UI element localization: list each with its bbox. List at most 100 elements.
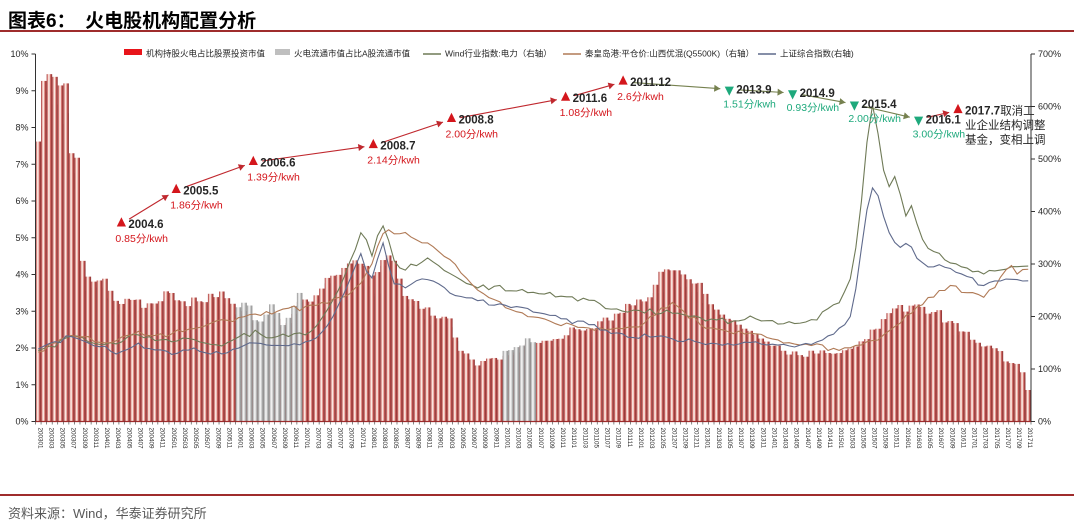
- svg-text:201701: 201701: [971, 428, 978, 450]
- svg-text:201309: 201309: [748, 428, 755, 450]
- svg-text:200901: 200901: [437, 428, 444, 450]
- svg-text:200611: 200611: [292, 428, 299, 449]
- svg-text:200909: 200909: [481, 428, 488, 450]
- svg-text:200911: 200911: [492, 428, 499, 449]
- svg-text:200701: 200701: [303, 428, 310, 450]
- svg-text:9%: 9%: [15, 86, 28, 96]
- svg-text:10%: 10%: [10, 49, 28, 59]
- svg-text:201011: 201011: [559, 428, 566, 449]
- svg-text:3%: 3%: [15, 306, 28, 316]
- svg-text:2.00分/kwh: 2.00分/kwh: [446, 128, 499, 140]
- svg-text:200403: 200403: [114, 428, 121, 450]
- svg-text:100%: 100%: [1038, 364, 1061, 374]
- svg-text:2014.9: 2014.9: [800, 88, 835, 100]
- svg-text:2005.5: 2005.5: [183, 185, 219, 197]
- svg-text:200407: 200407: [136, 428, 143, 450]
- svg-text:1.08分/kwh: 1.08分/kwh: [560, 107, 613, 119]
- svg-text:200903: 200903: [448, 428, 455, 450]
- svg-text:200307: 200307: [70, 428, 77, 450]
- svg-text:201411: 201411: [826, 428, 833, 449]
- svg-text:2004.6: 2004.6: [128, 219, 163, 231]
- svg-text:0.85分/kwh: 0.85分/kwh: [115, 233, 168, 245]
- svg-text:8%: 8%: [15, 123, 28, 133]
- svg-text:2013.9: 2013.9: [736, 84, 771, 96]
- svg-text:秦皇岛港:平仓价:山西优混(Q5500K)（右轴）: 秦皇岛港:平仓价:山西优混(Q5500K)（右轴）: [585, 49, 754, 59]
- svg-text:2011.6: 2011.6: [573, 93, 608, 105]
- svg-text:201709: 201709: [1015, 428, 1022, 450]
- svg-text:业企业结构调整: 业企业结构调整: [965, 118, 1046, 132]
- svg-text:201405: 201405: [793, 428, 800, 450]
- svg-text:机构持股火电占比股票投资市值: 机构持股火电占比股票投资市值: [146, 49, 266, 59]
- svg-text:201505: 201505: [859, 428, 866, 450]
- svg-text:200305: 200305: [59, 428, 66, 450]
- svg-text:500%: 500%: [1038, 154, 1061, 164]
- svg-text:1%: 1%: [15, 380, 28, 390]
- svg-text:Wind行业指数:电力（右轴）: Wind行业指数:电力（右轴）: [445, 49, 552, 59]
- svg-text:200511: 200511: [225, 428, 232, 449]
- svg-text:201703: 201703: [982, 428, 989, 450]
- svg-text:201607: 201607: [937, 428, 944, 450]
- svg-text:200411: 200411: [159, 428, 166, 449]
- svg-text:201105: 201105: [592, 428, 599, 449]
- svg-text:200707: 200707: [337, 428, 344, 450]
- svg-text:200801: 200801: [370, 428, 377, 450]
- svg-text:2017.7取消工: 2017.7取消工: [965, 103, 1035, 117]
- svg-text:201301: 201301: [704, 428, 711, 450]
- svg-text:600%: 600%: [1038, 102, 1061, 112]
- svg-text:201111: 201111: [626, 428, 633, 448]
- svg-text:200601: 200601: [236, 428, 243, 450]
- svg-text:300%: 300%: [1038, 259, 1061, 269]
- svg-text:201101: 201101: [570, 428, 577, 449]
- svg-text:201507: 201507: [871, 428, 878, 450]
- svg-text:201303: 201303: [715, 428, 722, 450]
- svg-text:200503: 200503: [181, 428, 188, 450]
- svg-text:基金，变相上调: 基金，变相上调: [965, 132, 1046, 146]
- svg-text:200501: 200501: [170, 428, 177, 450]
- svg-text:201311: 201311: [759, 428, 766, 449]
- svg-text:7%: 7%: [15, 159, 28, 169]
- svg-text:200%: 200%: [1038, 312, 1061, 322]
- svg-text:2015.4: 2015.4: [861, 99, 897, 111]
- svg-text:2.14分/kwh: 2.14分/kwh: [367, 154, 420, 166]
- svg-text:201407: 201407: [804, 428, 811, 450]
- svg-text:2008.7: 2008.7: [380, 140, 415, 152]
- svg-text:200805: 200805: [392, 428, 399, 450]
- svg-text:200809: 200809: [414, 428, 421, 450]
- svg-text:200705: 200705: [325, 428, 332, 450]
- svg-text:201503: 201503: [848, 428, 855, 450]
- svg-text:200603: 200603: [248, 428, 255, 450]
- svg-text:200711: 200711: [359, 428, 366, 449]
- svg-text:200507: 200507: [203, 428, 210, 450]
- svg-text:201211: 201211: [693, 428, 700, 449]
- svg-text:1.51分/kwh: 1.51分/kwh: [723, 98, 776, 110]
- svg-text:上证综合指数(右轴): 上证综合指数(右轴): [780, 49, 854, 59]
- svg-text:200311: 200311: [92, 428, 99, 449]
- svg-text:0%: 0%: [1038, 417, 1051, 427]
- svg-text:201201: 201201: [637, 428, 644, 450]
- svg-text:3.00分/kwh: 3.00分/kwh: [913, 128, 966, 140]
- svg-text:200309: 200309: [81, 428, 88, 450]
- svg-text:200303: 200303: [47, 428, 54, 450]
- svg-text:200811: 200811: [426, 428, 433, 449]
- svg-text:201511: 201511: [893, 428, 900, 449]
- svg-text:200709: 200709: [348, 428, 355, 450]
- svg-text:200907: 200907: [470, 428, 477, 450]
- svg-text:201401: 201401: [770, 428, 777, 450]
- svg-text:201009: 201009: [548, 428, 555, 450]
- svg-text:201207: 201207: [670, 428, 677, 450]
- svg-text:201605: 201605: [926, 428, 933, 450]
- svg-text:火电流通市值占比A股流通市值: 火电流通市值占比A股流通市值: [294, 49, 411, 59]
- svg-text:201509: 201509: [882, 428, 889, 450]
- svg-text:201109: 201109: [615, 428, 622, 449]
- svg-text:201209: 201209: [681, 428, 688, 450]
- svg-text:200301: 200301: [36, 428, 43, 450]
- svg-text:201205: 201205: [659, 428, 666, 450]
- svg-text:200505: 200505: [192, 428, 199, 450]
- svg-text:0%: 0%: [15, 417, 28, 427]
- svg-text:2.6分/kwh: 2.6分/kwh: [617, 91, 664, 103]
- svg-text:201203: 201203: [648, 428, 655, 450]
- svg-text:4%: 4%: [15, 270, 28, 280]
- svg-text:201711: 201711: [1026, 428, 1033, 449]
- svg-text:201705: 201705: [993, 428, 1000, 450]
- svg-text:2011.12: 2011.12: [630, 77, 671, 89]
